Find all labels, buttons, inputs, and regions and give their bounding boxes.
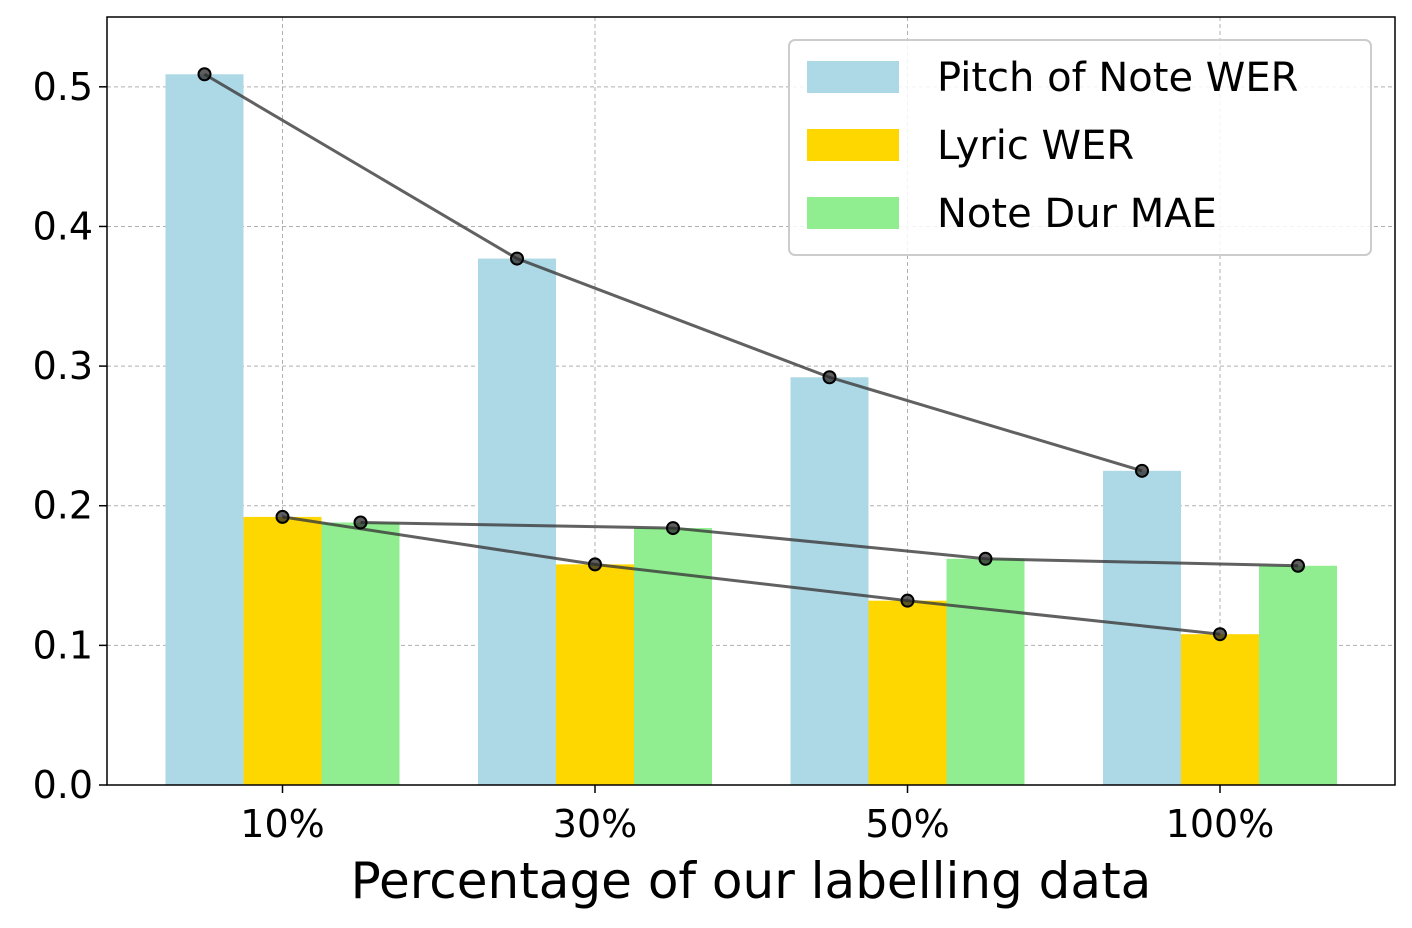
trend-point [275,509,290,524]
legend-label: Note Dur MAE [937,191,1217,237]
trend-point [666,521,680,536]
bar [243,516,322,785]
legend-label: Pitch of Note WER [937,55,1298,101]
legend-swatch [807,61,899,93]
plot-frame [106,16,1396,786]
trend-point [978,551,993,566]
bar [1181,634,1259,785]
x-axis-label: Percentage of our labelling data [351,852,1152,910]
trend-line [360,520,1299,568]
trend-point [1135,463,1149,478]
trend-point [1291,558,1305,573]
y-axis: 0.0 0.1 0.2 0.3 0.4 0.5 [33,65,107,807]
y-tick-label: 0.1 [33,623,93,667]
legend-box [788,39,1372,256]
y-tick-label: 0.2 [33,484,93,528]
legend-swatch [807,197,899,229]
x-tick-label: 100% [1166,802,1275,846]
bar [946,558,1025,785]
x-axis: 10% 30% 50% 100% [240,785,1274,846]
bar [478,258,556,785]
bar [790,377,869,785]
trend-point [197,67,212,82]
trend-line [282,515,1221,636]
y-tick-label: 0.4 [33,204,93,248]
y-tick-label: 0.3 [33,344,93,388]
trend-point [510,251,524,266]
x-tick-label: 50% [865,802,949,846]
bar [868,600,947,785]
x-tick-label: 10% [240,802,324,846]
trend-point [588,557,602,572]
trend-point [822,370,837,385]
legend-swatch [807,129,899,161]
legend: Pitch of Note WER Lyric WER Note Dur MAE [788,39,1372,256]
bar [556,564,634,785]
y-tick-label: 0.5 [33,65,93,109]
bar [165,74,244,785]
bar [1259,565,1337,785]
bars [165,74,1337,785]
x-tick-label: 30% [553,802,637,846]
trend-point [900,593,915,608]
trend-point [1213,627,1227,642]
bar [321,522,400,785]
trend-point [353,515,368,530]
trend-lines [197,67,1305,642]
trend-line [203,72,1143,473]
bar [634,528,712,785]
y-tick-label: 0.0 [33,763,93,807]
legend-label: Lyric WER [937,123,1134,169]
